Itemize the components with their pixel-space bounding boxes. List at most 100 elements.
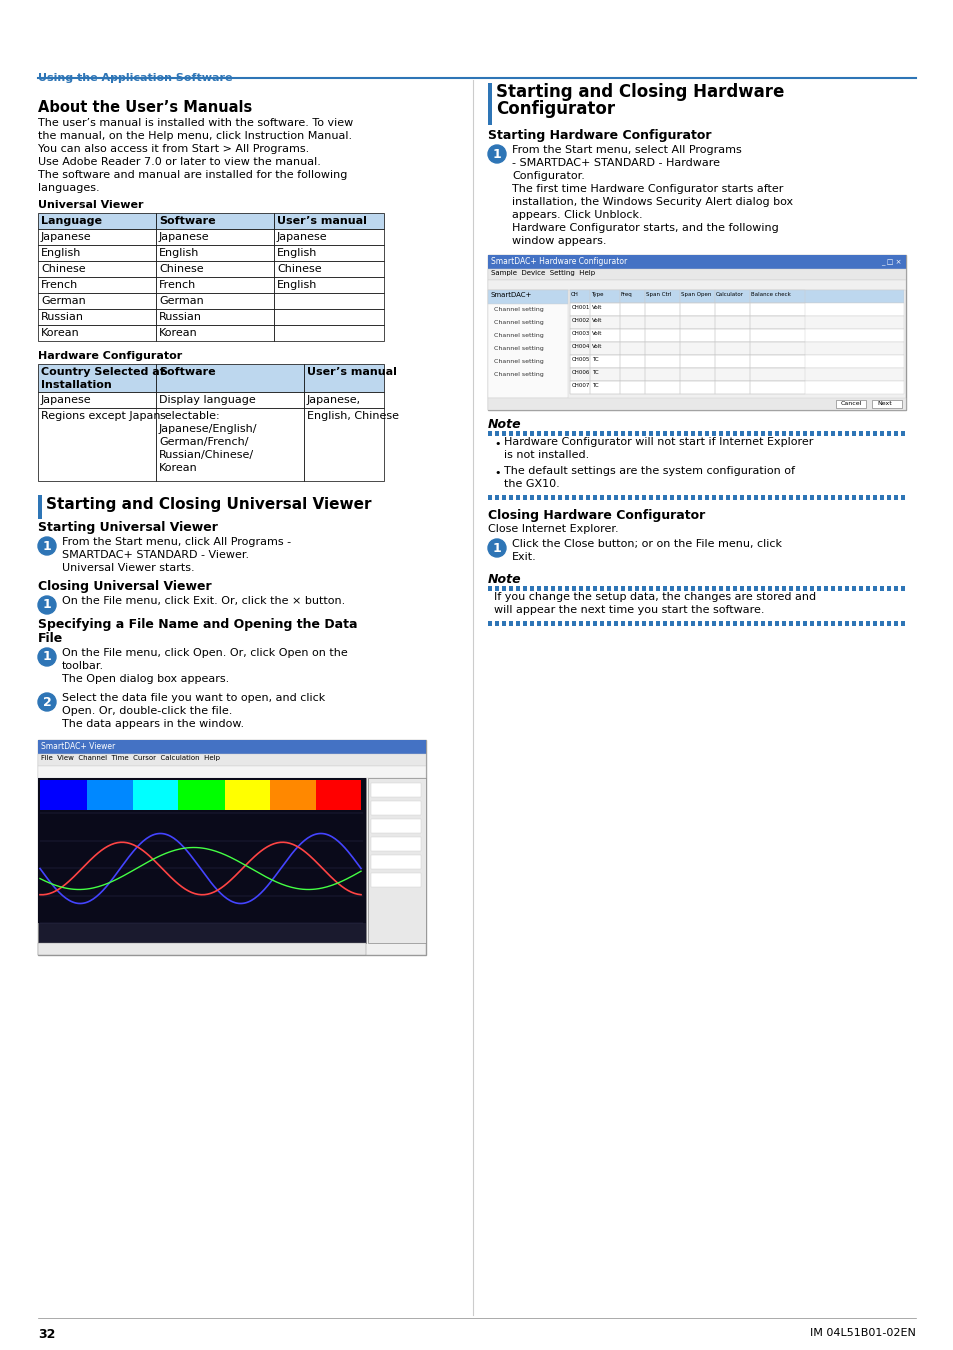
Bar xyxy=(332,780,334,810)
Bar xyxy=(893,621,897,626)
Bar xyxy=(679,342,714,355)
Text: Balance check: Balance check xyxy=(750,292,790,297)
Bar xyxy=(163,780,166,810)
Bar xyxy=(509,431,513,436)
Text: 1: 1 xyxy=(43,540,51,552)
Bar xyxy=(274,277,384,293)
Bar xyxy=(732,621,737,626)
Bar xyxy=(136,780,138,810)
Bar xyxy=(156,364,304,391)
Bar xyxy=(886,621,890,626)
Bar xyxy=(886,431,890,436)
Bar xyxy=(802,586,806,591)
Bar xyxy=(619,369,644,381)
Bar xyxy=(635,431,639,436)
Text: will appear the next time you start the software.: will appear the next time you start the … xyxy=(494,605,763,616)
Bar xyxy=(54,780,56,810)
Bar xyxy=(371,801,420,815)
Bar xyxy=(38,778,366,944)
Text: Installation: Installation xyxy=(41,379,112,390)
Bar xyxy=(740,621,743,626)
Bar xyxy=(851,431,855,436)
Bar xyxy=(73,780,75,810)
Text: Software: Software xyxy=(159,216,215,225)
Bar xyxy=(92,780,95,810)
Bar xyxy=(261,780,263,810)
Bar xyxy=(648,431,652,436)
Bar xyxy=(144,780,146,810)
Text: - SMARTDAC+ STANDARD - Hardware: - SMARTDAC+ STANDARD - Hardware xyxy=(512,158,720,167)
Bar xyxy=(153,780,156,810)
Text: Japanese,: Japanese, xyxy=(307,396,361,405)
Bar xyxy=(589,316,619,329)
Bar xyxy=(714,369,749,381)
Bar xyxy=(732,431,737,436)
Bar xyxy=(38,261,156,277)
Bar xyxy=(522,431,526,436)
Bar xyxy=(141,780,143,810)
Bar xyxy=(749,381,804,394)
Text: Korean: Korean xyxy=(159,328,197,338)
Circle shape xyxy=(38,648,56,666)
Bar xyxy=(844,586,848,591)
Bar xyxy=(714,355,749,369)
Bar xyxy=(746,431,750,436)
Bar xyxy=(319,780,321,810)
Bar xyxy=(719,621,722,626)
Bar xyxy=(858,431,862,436)
Bar xyxy=(711,495,716,500)
Bar xyxy=(569,316,589,329)
Text: Korean: Korean xyxy=(41,328,80,338)
Text: IM 04L51B01-02EN: IM 04L51B01-02EN xyxy=(809,1328,915,1338)
Bar xyxy=(311,780,313,810)
Text: Channel setting: Channel setting xyxy=(494,346,543,351)
Text: installation, the Windows Security Alert dialog box: installation, the Windows Security Alert… xyxy=(512,197,792,207)
Text: Display language: Display language xyxy=(159,396,255,405)
Bar xyxy=(774,621,779,626)
Bar xyxy=(543,495,547,500)
Bar xyxy=(551,586,555,591)
Text: On the File menu, click Exit. Or, click the × button.: On the File menu, click Exit. Or, click … xyxy=(62,595,345,606)
Bar xyxy=(620,495,624,500)
Bar xyxy=(698,431,701,436)
Bar xyxy=(606,621,610,626)
Bar xyxy=(38,755,426,765)
Text: English: English xyxy=(276,248,317,258)
Bar xyxy=(193,780,194,810)
Bar xyxy=(635,495,639,500)
Bar xyxy=(606,431,610,436)
Bar xyxy=(75,780,77,810)
Bar xyxy=(78,780,81,810)
Bar xyxy=(725,621,729,626)
Bar xyxy=(109,780,111,810)
Bar xyxy=(679,316,714,329)
Bar xyxy=(648,586,652,591)
Bar xyxy=(156,392,304,408)
Bar xyxy=(112,780,114,810)
Bar xyxy=(669,495,673,500)
Bar xyxy=(714,381,749,394)
Bar xyxy=(893,586,897,591)
Text: TC: TC xyxy=(592,370,598,375)
Bar xyxy=(551,495,555,500)
Bar xyxy=(224,780,227,810)
Text: Starting and Closing Hardware: Starting and Closing Hardware xyxy=(496,82,783,101)
Bar xyxy=(143,780,145,810)
Bar xyxy=(275,780,277,810)
Bar xyxy=(865,586,869,591)
Bar xyxy=(593,431,597,436)
Bar xyxy=(94,780,96,810)
Bar xyxy=(530,495,534,500)
Bar xyxy=(149,780,152,810)
Bar xyxy=(774,495,779,500)
Bar xyxy=(569,355,903,369)
Bar xyxy=(48,780,51,810)
Text: Volt: Volt xyxy=(592,331,601,336)
Bar xyxy=(516,586,519,591)
Bar xyxy=(858,621,862,626)
Bar xyxy=(38,944,366,954)
Bar xyxy=(165,780,167,810)
Bar xyxy=(690,495,695,500)
Bar xyxy=(228,780,230,810)
Text: Exit.: Exit. xyxy=(512,552,537,562)
